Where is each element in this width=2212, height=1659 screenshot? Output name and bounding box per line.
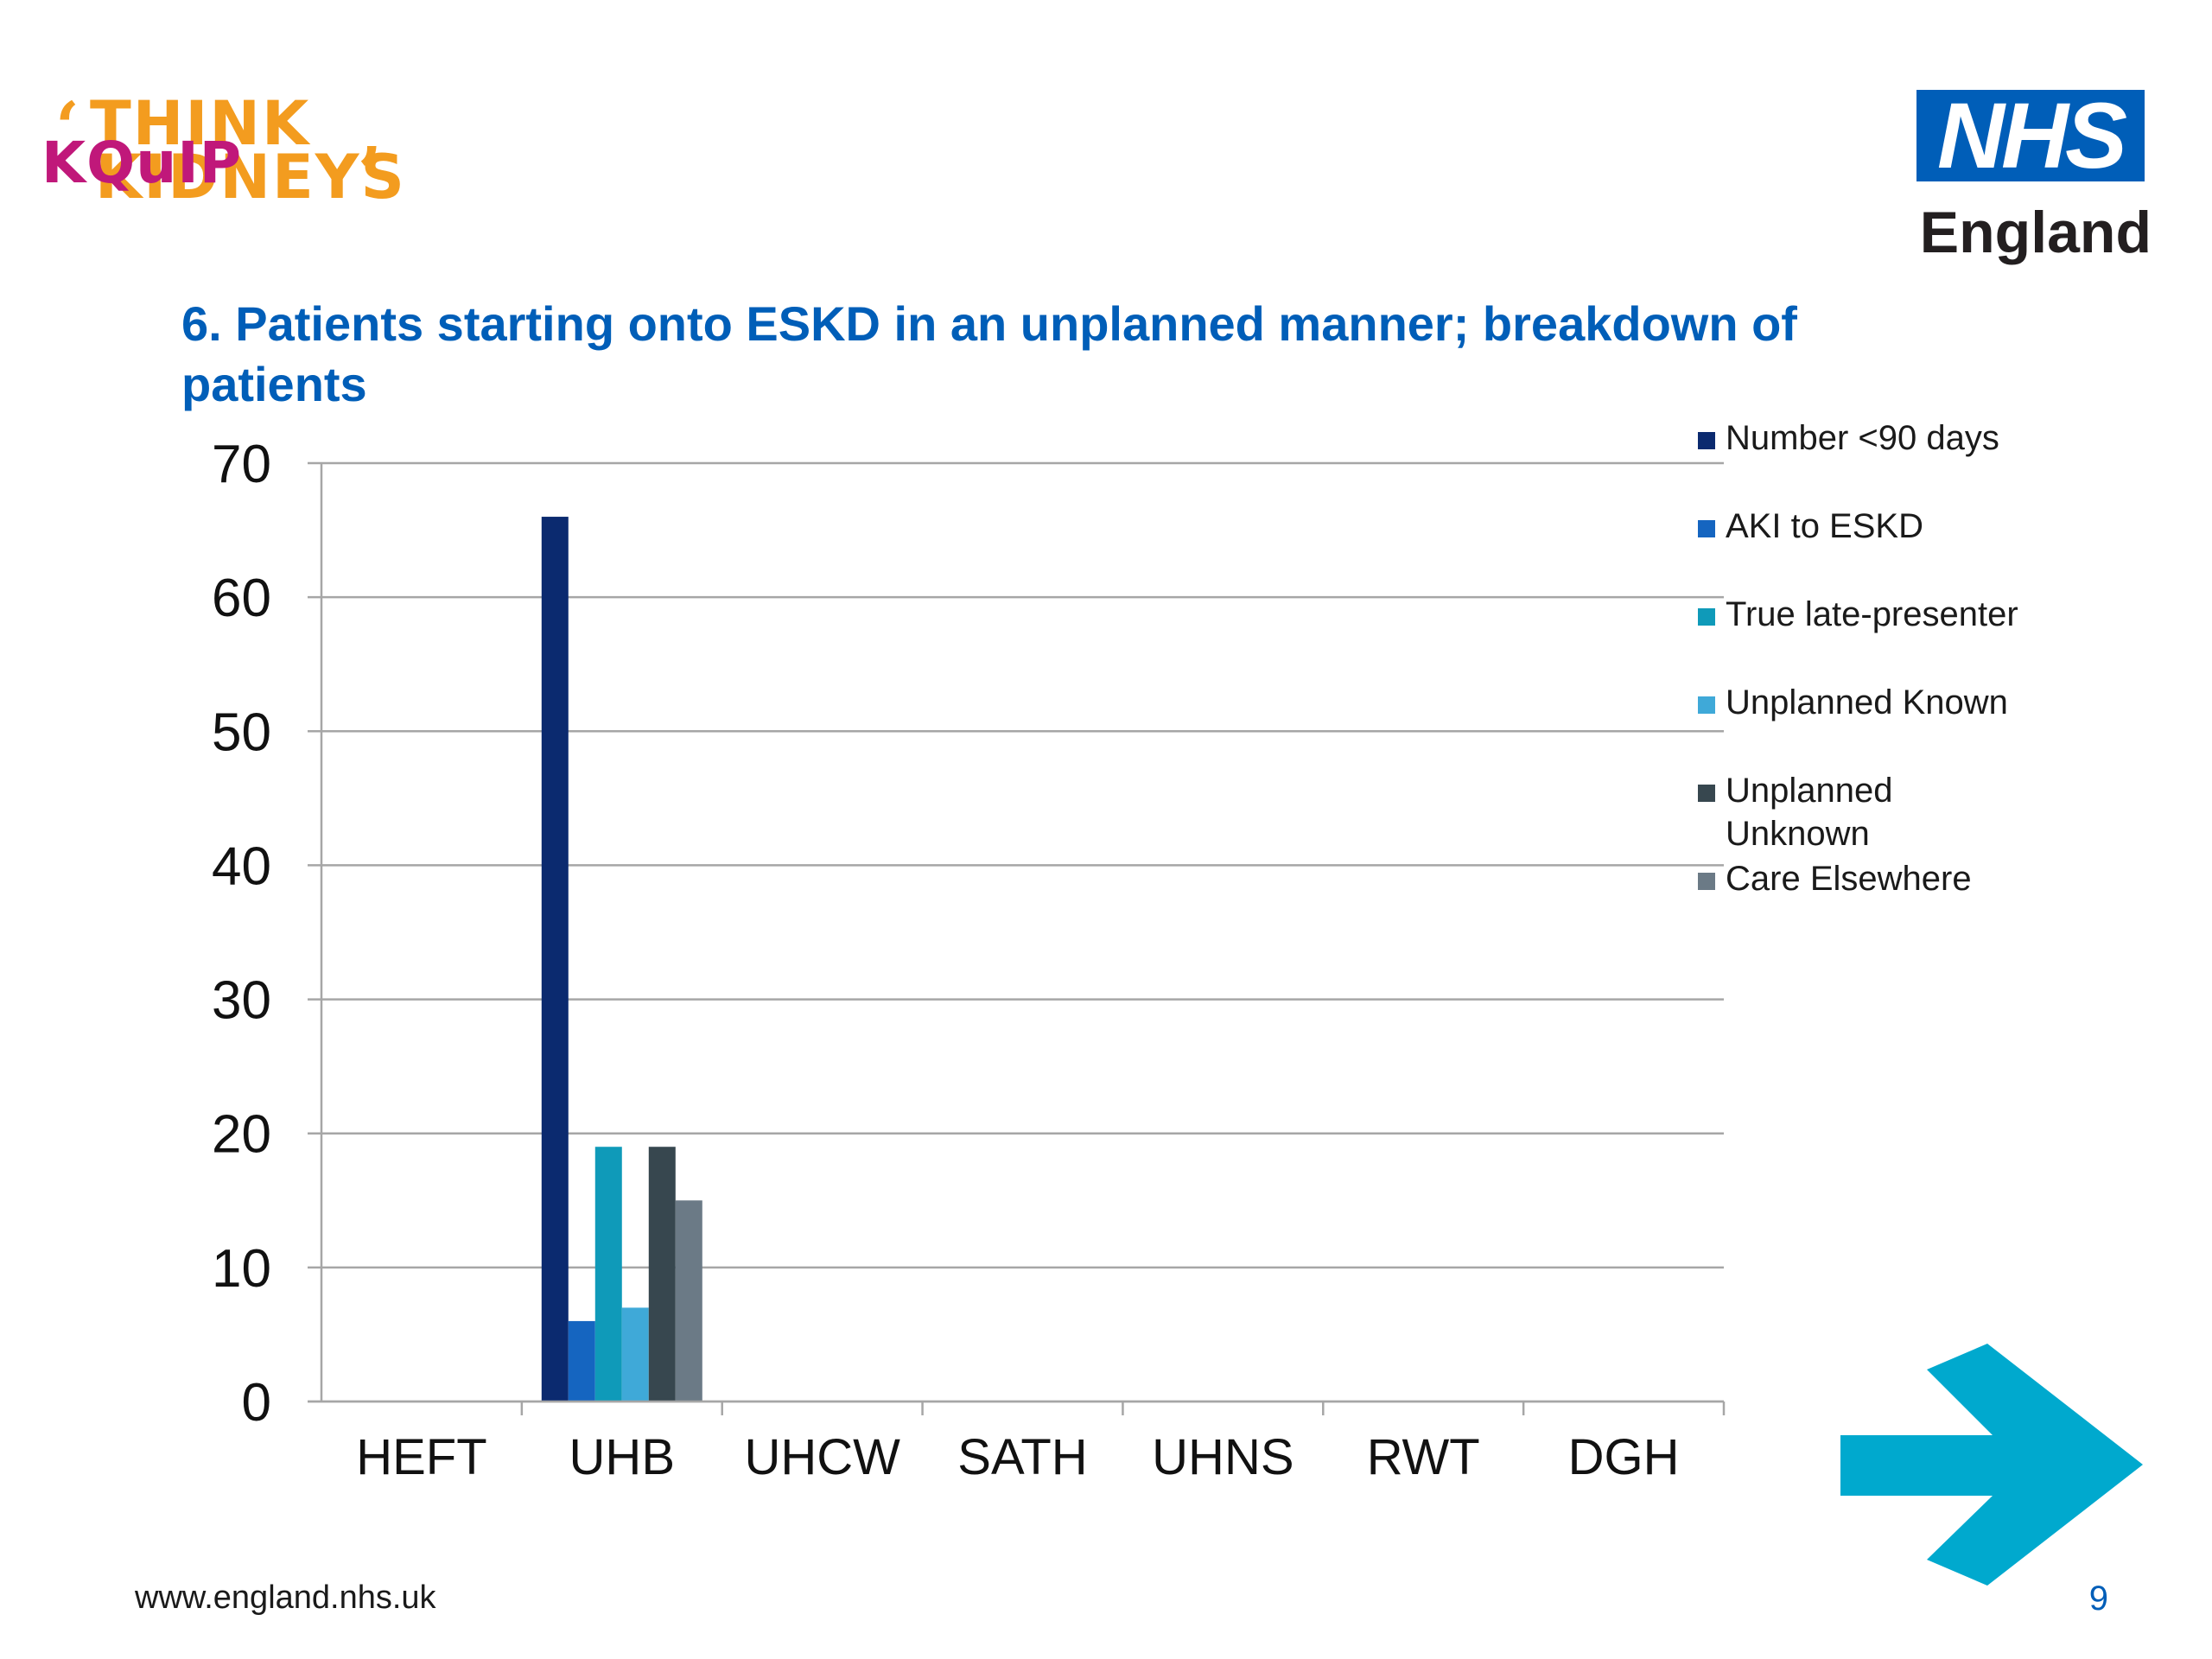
nhs-england-text: England [1919,200,2152,265]
slide-title: 6. Patients starting onto ESKD in an unp… [181,296,1797,411]
legend-label: AKI to ESKD [1726,507,1923,545]
y-tick-label: 0 [242,1373,271,1433]
legend-swatch [1698,873,1715,890]
legend-label: Number <90 days [1726,419,1999,457]
think-kidneys-logo: ‘ THINK KIDNEYS ’ [55,86,418,276]
y-tick-label: 60 [212,569,271,628]
arrow-shape [1840,1344,2143,1586]
y-tick-label: 70 [212,435,271,494]
x-tick-label: SATH [957,1429,1087,1485]
quote-open-icon: ‘ [55,86,79,168]
y-tick-label: 40 [212,836,271,896]
legend-item: Unplanned Unknown [1698,769,1924,855]
bar [648,1147,676,1402]
y-tick-label: 20 [212,1105,271,1165]
legend-label: True late-presenter [1726,595,2018,633]
x-tick-label: RWT [1367,1429,1480,1485]
legend-label: Care Elsewhere [1726,860,1972,898]
think-line: THINK [90,88,311,159]
bar [594,1147,622,1402]
legend-label: Unplanned Unknown [1726,772,1893,853]
page-number: 9 [2088,1580,2108,1618]
legend-item: Unplanned Known [1698,681,2097,724]
legend-swatch [1698,785,1715,802]
y-tick-label: 50 [212,702,271,762]
legend-swatch [1698,608,1715,626]
nhs-logo-text: NHS [1936,83,2127,188]
legend-item: True late-presenter [1698,593,2097,636]
x-tick-label: UHCW [744,1429,900,1485]
legend-label: Unplanned Known [1726,683,2008,721]
quote-close-icon: ’ [358,131,382,213]
y-tick-label: 30 [212,971,271,1031]
legend-item: AKI to ESKD [1698,505,2097,548]
footer-url[interactable]: www.england.nhs.uk [135,1580,436,1616]
x-tick-label: HEFT [356,1429,486,1485]
bar [541,517,569,1402]
legend-swatch [1698,696,1715,714]
nhs-logo-box [1916,90,2145,181]
bar [568,1320,595,1402]
kquip-logo: KQuIP [41,130,243,196]
kidneys-line: KIDNEYS [95,142,406,213]
bar [621,1307,649,1402]
legend-swatch [1698,520,1715,537]
legend-item: Care Elsewhere [1698,857,2097,900]
x-tick-label: UHB [569,1429,675,1485]
x-tick-label: DGH [1568,1429,1680,1485]
bar [675,1200,702,1402]
next-arrow-icon[interactable] [1840,1344,2143,1586]
legend-item: Number <90 days [1698,416,2097,460]
legend-swatch [1698,432,1715,449]
x-tick-label: UHNS [1152,1429,1294,1485]
y-tick-label: 10 [212,1239,271,1299]
